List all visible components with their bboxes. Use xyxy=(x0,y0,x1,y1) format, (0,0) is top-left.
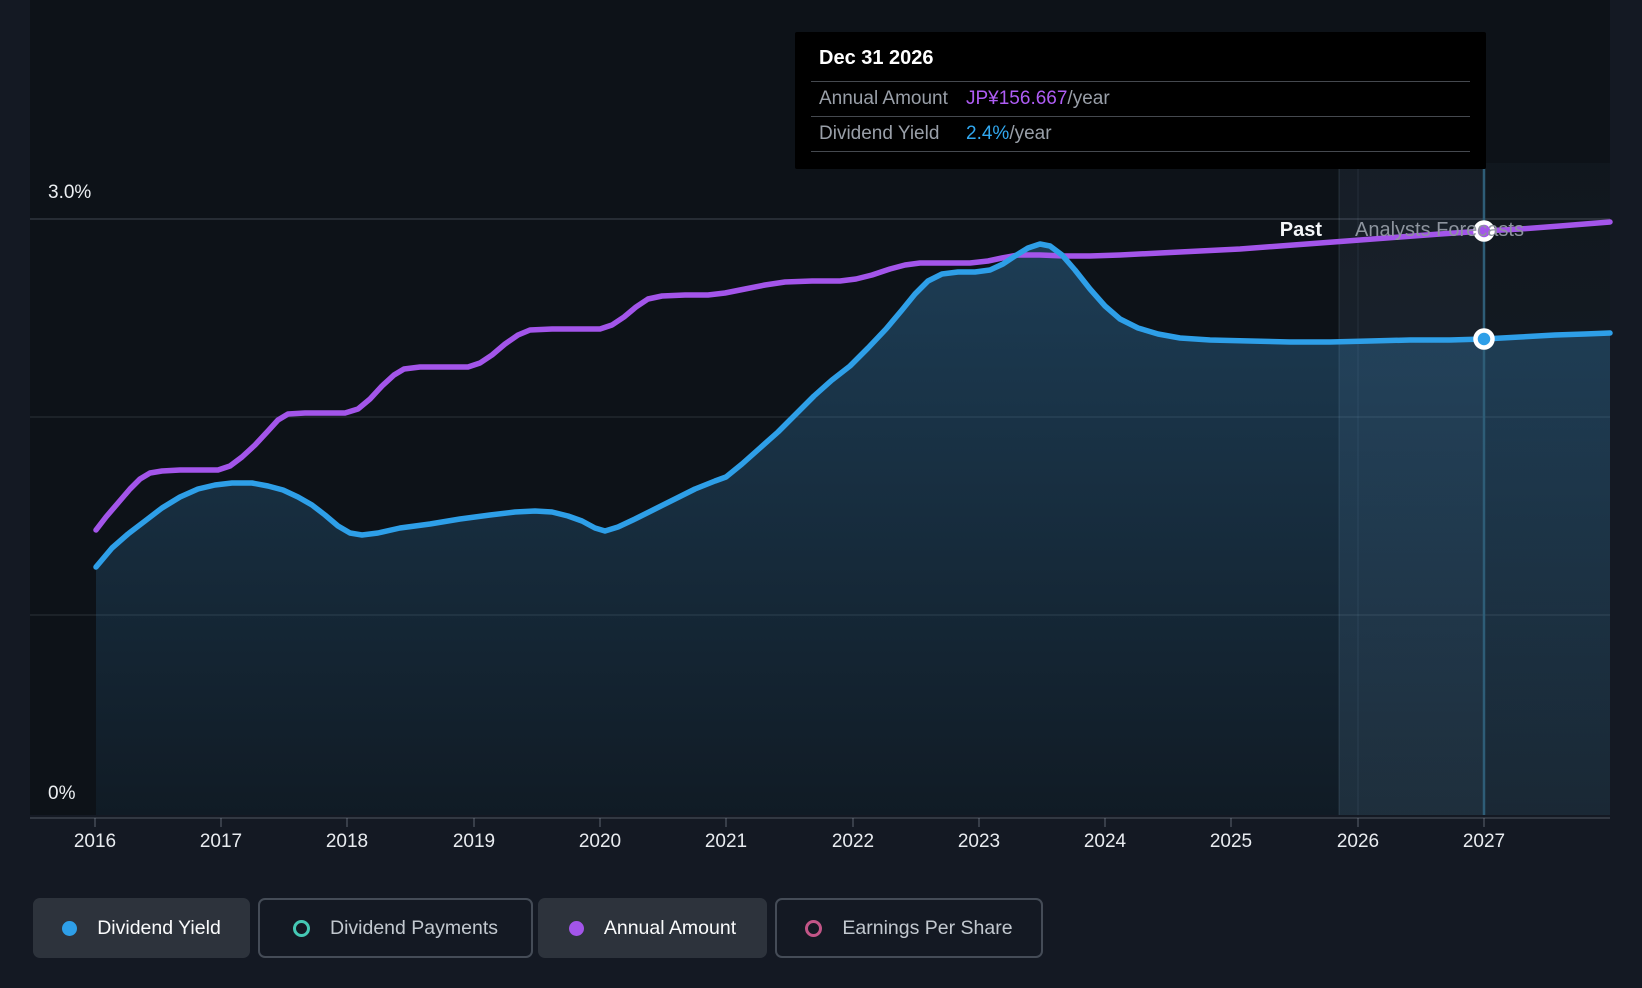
tooltip-row-annual-amount: Annual Amount JP¥156.667/year xyxy=(811,81,1470,116)
x-axis-label-2026: 2026 xyxy=(1336,831,1380,852)
annual-amount-dot-icon xyxy=(568,920,584,936)
legend-label: Earnings Per Share xyxy=(842,916,1013,939)
tooltip-date: Dec 31 2026 xyxy=(819,47,934,69)
earnings-per-share-ring-icon xyxy=(805,919,823,937)
x-axis-label-2019: 2019 xyxy=(452,831,496,852)
x-axis-label-2016: 2016 xyxy=(73,831,117,852)
chart-tooltip: Dec 31 2026 Annual Amount JP¥156.667/yea… xyxy=(795,32,1486,169)
dividend-yield-marker[interactable] xyxy=(1473,328,1495,350)
y-axis-label-max: 3.0% xyxy=(48,182,92,203)
x-axis-label-2018: 2018 xyxy=(325,831,369,852)
legend-label: Dividend Yield xyxy=(97,916,221,939)
legend-label: Dividend Payments xyxy=(330,916,498,939)
dividend-yield-area xyxy=(96,244,1610,815)
annual-amount-marker[interactable] xyxy=(1473,220,1495,242)
legend-dividend-yield[interactable]: Dividend Yield xyxy=(33,898,250,958)
x-axis-label-2027: 2027 xyxy=(1462,831,1506,852)
annual-amount-line xyxy=(93,219,1613,533)
x-axis-ticks xyxy=(94,818,1485,827)
x-axis-label-2024: 2024 xyxy=(1083,831,1127,852)
tooltip-value: JP¥156.667 xyxy=(966,88,1068,109)
x-axis-label-2022: 2022 xyxy=(831,831,875,852)
y-axis-label-zero: 0% xyxy=(48,783,76,804)
tooltip-label: Dividend Yield xyxy=(819,123,940,144)
legend-label: Annual Amount xyxy=(603,916,737,939)
tooltip-label: Annual Amount xyxy=(819,88,948,109)
dividend-yield-line xyxy=(93,241,1613,570)
tooltip-value: 2.4% xyxy=(966,123,1010,144)
legend-earnings-per-share[interactable]: Earnings Per Share xyxy=(775,898,1043,958)
dividend-payments-ring-icon xyxy=(293,919,310,937)
legend-annual-amount[interactable]: Annual Amount xyxy=(538,898,767,958)
tooltip-row-dividend-yield: Dividend Yield 2.4%/year xyxy=(811,116,1470,152)
legend-dividend-payments[interactable]: Dividend Payments xyxy=(258,898,533,958)
tooltip-value-suffix: /year xyxy=(1009,123,1052,144)
analysts-forecasts-label: Analysts Forecasts xyxy=(1355,219,1524,241)
x-axis-label-2025: 2025 xyxy=(1209,831,1253,852)
tooltip-value-suffix: /year xyxy=(1067,88,1110,109)
x-axis-label-2023: 2023 xyxy=(957,831,1001,852)
dividend-yield-dot-icon xyxy=(62,920,78,936)
past-label: Past xyxy=(1279,219,1322,241)
x-axis-label-2021: 2021 xyxy=(704,831,748,852)
x-axis-label-2020: 2020 xyxy=(578,831,622,852)
x-axis-label-2017: 2017 xyxy=(199,831,243,852)
